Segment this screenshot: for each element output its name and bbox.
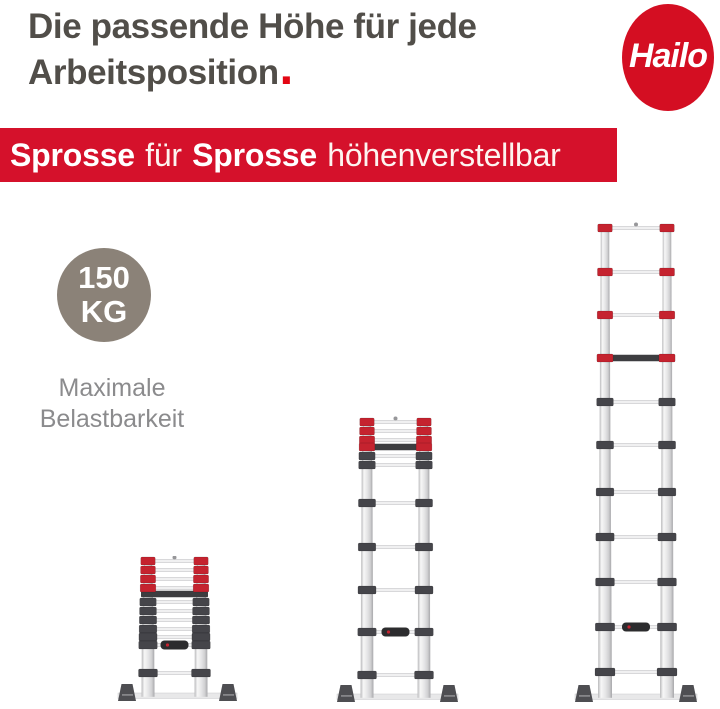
hailo-logo: Hailo xyxy=(622,4,714,111)
hailo-logo-text: Hailo xyxy=(628,37,708,75)
banner-word-sprosse-2: Sprosse xyxy=(192,136,317,173)
caption-line-1: Maximale xyxy=(58,374,166,402)
banner-word-sprosse-1: Sprosse xyxy=(10,136,135,173)
title-line-2: Arbeitsposition. xyxy=(28,48,294,94)
ladder-collapsed-image xyxy=(117,556,238,701)
headline-banner: Sprosse für Sprosse höhenverstellbar xyxy=(0,128,617,182)
badge-caption: Maximale Belastbarkeit xyxy=(4,373,220,435)
banner-word-fuer: für xyxy=(145,136,182,173)
page-title: Die passende Höhe für jede Arbeitspositi… xyxy=(28,4,477,95)
banner-word-hoehenverstellbar: höhenverstellbar xyxy=(327,136,561,173)
ladder-half-extended-image xyxy=(336,416,459,702)
ladder-fully-extended-image xyxy=(574,222,698,702)
caption-line-2: Belastbarkeit xyxy=(39,405,185,433)
title-line-1: Die passende Höhe für jede xyxy=(28,7,477,46)
max-load-badge: 150 KG xyxy=(57,248,151,342)
title-period-dot: . xyxy=(278,48,294,94)
badge-value: 150 xyxy=(78,260,130,295)
badge-unit: KG xyxy=(80,294,128,329)
